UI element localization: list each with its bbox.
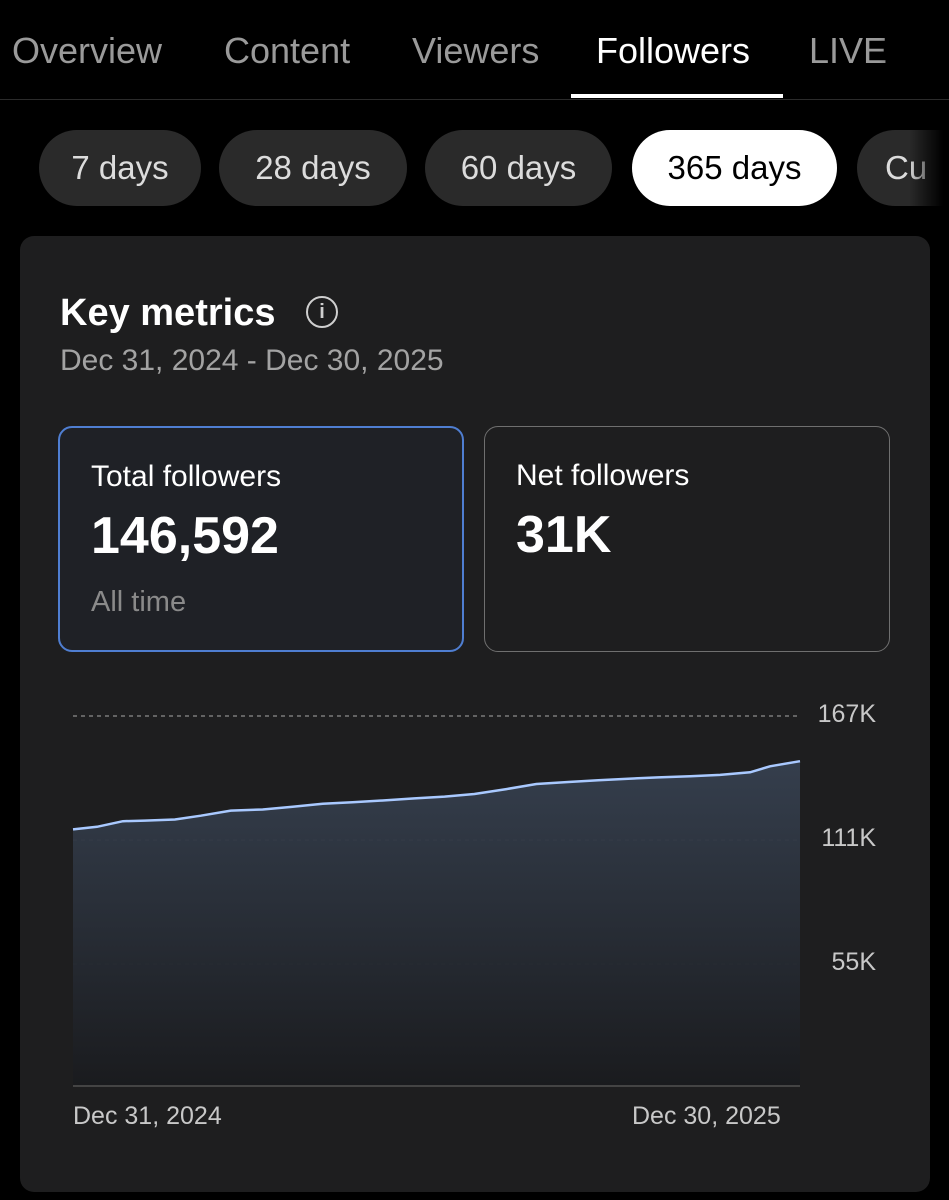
period-365-days[interactable]: 365 days [632, 130, 837, 206]
metric-subtitle: All time [91, 586, 187, 618]
analytics-tab-bar: Overview Content Viewers Followers LIVE [0, 0, 949, 100]
period-7-days[interactable]: 7 days [39, 130, 201, 206]
total-followers-metric[interactable]: Total followers 146,592 All time [58, 426, 464, 652]
metric-label: Net followers [516, 459, 690, 492]
info-icon[interactable]: i [306, 296, 338, 328]
metric-value: 31K [516, 506, 612, 564]
tab-followers[interactable]: Followers [596, 30, 751, 71]
card-title: Key metrics [60, 292, 276, 334]
period-selector-fade [909, 130, 949, 206]
active-tab-indicator [571, 94, 783, 98]
y-tick-label: 55K [831, 948, 876, 977]
y-tick-label: 111K [821, 824, 876, 853]
tab-live[interactable]: LIVE [809, 30, 888, 71]
x-tick-end: Dec 30, 2025 [632, 1102, 781, 1130]
y-tick-label: 167K [817, 700, 876, 728]
followers-area-fill [73, 761, 800, 1086]
period-selector: 7 days 28 days 60 days 365 days Cu [0, 130, 949, 206]
tab-viewers[interactable]: Viewers [412, 30, 540, 71]
tab-overview[interactable]: Overview [12, 30, 163, 71]
period-28-days[interactable]: 28 days [219, 130, 407, 206]
followers-area-chart [72, 715, 801, 1087]
net-followers-metric[interactable]: Net followers 31K [484, 426, 890, 652]
date-range: Dec 31, 2024 - Dec 30, 2025 [60, 344, 444, 377]
x-tick-start: Dec 31, 2024 [73, 1102, 222, 1130]
tab-content[interactable]: Content [224, 30, 351, 71]
period-60-days[interactable]: 60 days [425, 130, 612, 206]
tab-bar-fade [879, 0, 949, 99]
key-metrics-card: Key metrics i Dec 31, 2024 - Dec 30, 202… [20, 236, 930, 1192]
metric-label: Total followers [91, 460, 282, 493]
metric-value: 146,592 [91, 507, 279, 565]
followers-line [72, 759, 801, 831]
